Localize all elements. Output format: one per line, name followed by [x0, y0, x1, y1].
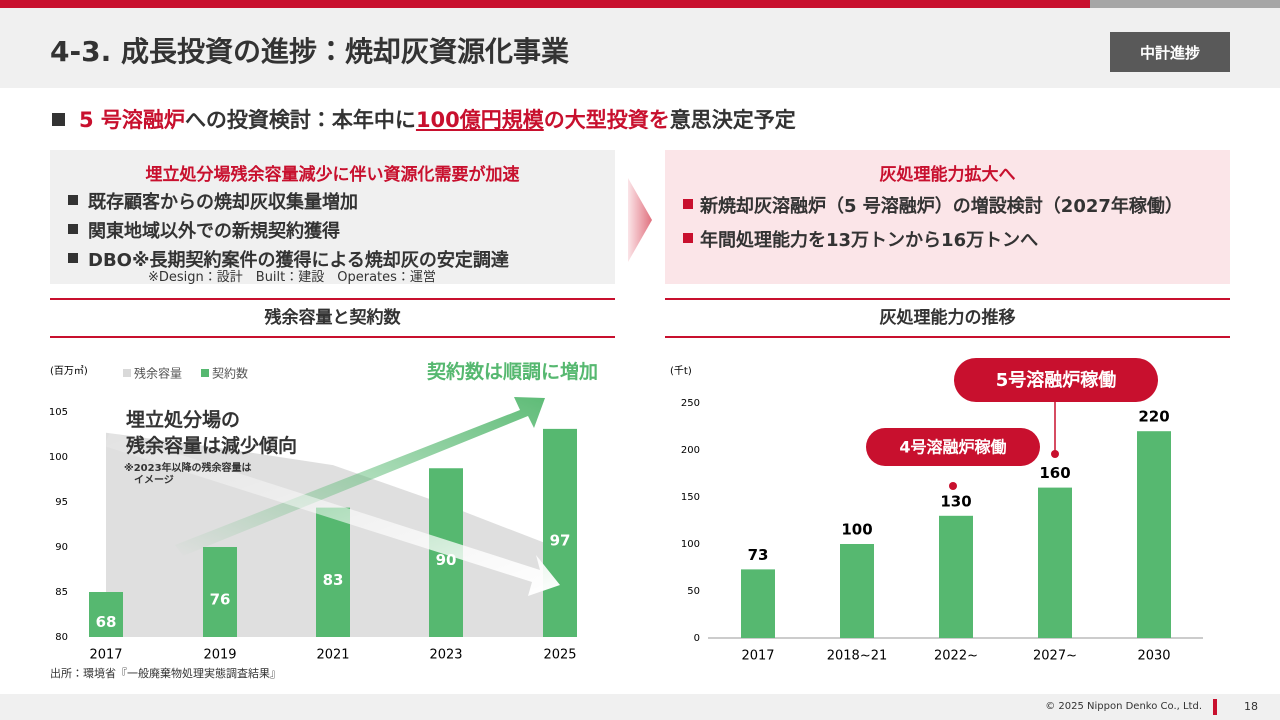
headline-part: 100億円規模: [415, 108, 544, 132]
callout-label: 4号溶融炉稼働: [899, 438, 1006, 457]
data-label: 83: [323, 571, 344, 589]
x-tick-label: 2027~: [1033, 649, 1077, 664]
unit-label: (千t): [670, 365, 692, 377]
header: [0, 8, 1280, 88]
data-label: 160: [1039, 464, 1070, 482]
bullet: [683, 199, 693, 209]
list-item: 年間処理能力を13万トンから16万トンへ: [700, 230, 1039, 251]
headline-part: の大型投資を: [543, 108, 670, 132]
data-label: 220: [1138, 408, 1169, 426]
annotation: ※2023年以降の残余容量は イメージ: [124, 463, 252, 486]
y-tick-label: 80: [55, 632, 68, 643]
legend-swatch: [201, 369, 209, 377]
callout: [866, 428, 1040, 466]
bullet: [68, 224, 78, 234]
data-label: 130: [940, 492, 971, 510]
x-tick-label: 2030: [1137, 649, 1170, 664]
top-bar: [0, 0, 1090, 8]
badge: 中計進捗: [1110, 32, 1230, 72]
bullet: [68, 195, 78, 205]
callout: [954, 358, 1158, 402]
box-title: 灰処理能力拡大へ: [879, 165, 1016, 185]
source: 出所：環境省『一般廃棄物処理実態調査結果』: [50, 667, 281, 680]
data-label: 76: [210, 591, 231, 609]
headline: 5 号溶融炉 への投資検討：本年中に 100億円規模 の大型投資を 意思決定予定: [52, 104, 796, 134]
note: ※Design：設計 Built：建設 Operates：運営: [148, 270, 436, 285]
y-tick-label: 0: [694, 633, 700, 644]
headline-part: への投資検討：本年中に: [184, 108, 416, 132]
divider: [1213, 699, 1217, 715]
x-tick-label: 2017: [741, 649, 774, 664]
y-tick-label: 95: [55, 497, 68, 508]
callout-dot: [1051, 450, 1059, 458]
y-tick-label: 105: [49, 407, 68, 418]
footer: © 2025 Nippon Denko Co., Ltd. 18: [0, 694, 1280, 720]
y-tick-label: 50: [687, 586, 700, 597]
right-box: 灰処理能力拡大へ 新焼却灰溶融炉（5 号溶融炉）の増設検討（2027年稼働） 年間…: [665, 150, 1230, 284]
bar: [543, 428, 577, 637]
x-tick-label: 2025: [543, 648, 576, 663]
bar: [316, 507, 350, 637]
data-label: 73: [748, 546, 769, 564]
bullet: [52, 112, 65, 126]
x-tick-label: 2021: [316, 648, 349, 663]
bullet: [683, 233, 693, 243]
box-title: 埋立処分場残余容量減少に伴い資源化需要が加速: [145, 165, 520, 185]
chevron: [628, 178, 652, 262]
bar: [939, 515, 973, 638]
data-label: 97: [550, 531, 571, 549]
y-tick-label: 200: [681, 445, 700, 456]
annotation: 埋立処分場の 残余容量は減少傾向: [126, 409, 298, 457]
y-tick-label: 90: [55, 542, 68, 553]
bar: [89, 592, 123, 637]
data-label: 68: [96, 613, 117, 631]
x-tick-label: 2023: [429, 648, 462, 663]
bar: [1038, 487, 1072, 638]
list-item: DBO※長期契約案件の獲得による焼却灰の安定調達: [88, 250, 509, 271]
legend-label: 契約数: [212, 366, 248, 381]
bar: [741, 569, 775, 638]
charts: (百万㎥) 残余容量 契約数8085909510010568768390972017…: [49, 358, 1203, 664]
x-tick-label: 2017: [89, 648, 122, 663]
page-number: 18: [1244, 700, 1258, 713]
bullet: [68, 253, 78, 263]
x-tick-label: 2019: [203, 648, 236, 663]
trend-arrow: [104, 432, 560, 596]
y-tick-label: 150: [681, 492, 700, 503]
y-tick-label: 100: [681, 539, 700, 550]
y-tick-label: 250: [681, 398, 700, 409]
headline-part: 5 号溶融炉: [79, 108, 185, 132]
top-bar-gray: [1090, 0, 1280, 8]
callout-label: 5号溶融炉稼働: [996, 369, 1117, 391]
callout-dot: [949, 482, 957, 490]
unit-label: (百万㎥): [50, 364, 88, 377]
headline-part: 意思決定予定: [669, 108, 796, 132]
bar: [203, 547, 237, 637]
section-title: 灰処理能力の推移: [665, 298, 1230, 338]
x-tick-label: 2018~21: [827, 649, 888, 664]
chevron-shape: [628, 178, 652, 262]
y-tick-label: 100: [49, 452, 68, 463]
section-title: 残余容量と契約数: [50, 298, 615, 338]
left-box: 埋立処分場残余容量減少に伴い資源化需要が加速 ※Design：設計 Built：…: [50, 150, 615, 285]
bar: [840, 544, 874, 638]
trend-arrow: [175, 397, 545, 556]
list-item: 関東地域以外での新規契約獲得: [88, 221, 340, 242]
list-item: 新焼却灰溶融炉（5 号溶融炉）の増設検討（2027年稼働）: [700, 196, 1183, 217]
y-tick-label: 85: [55, 587, 68, 598]
annotation: 契約数は順調に増加: [426, 361, 598, 383]
bar: [1137, 431, 1171, 638]
data-label: 100: [841, 521, 872, 539]
slide-title: 4-3. 成長投資の進捗：焼却灰資源化事業: [50, 35, 569, 68]
list-item: 既存顧客からの焼却灰収集量増加: [88, 192, 358, 213]
legend-swatch: [123, 369, 131, 377]
legend-label: 残余容量: [134, 367, 182, 381]
x-tick-label: 2022~: [934, 649, 978, 664]
copyright: © 2025 Nippon Denko Co., Ltd.: [1045, 701, 1202, 712]
